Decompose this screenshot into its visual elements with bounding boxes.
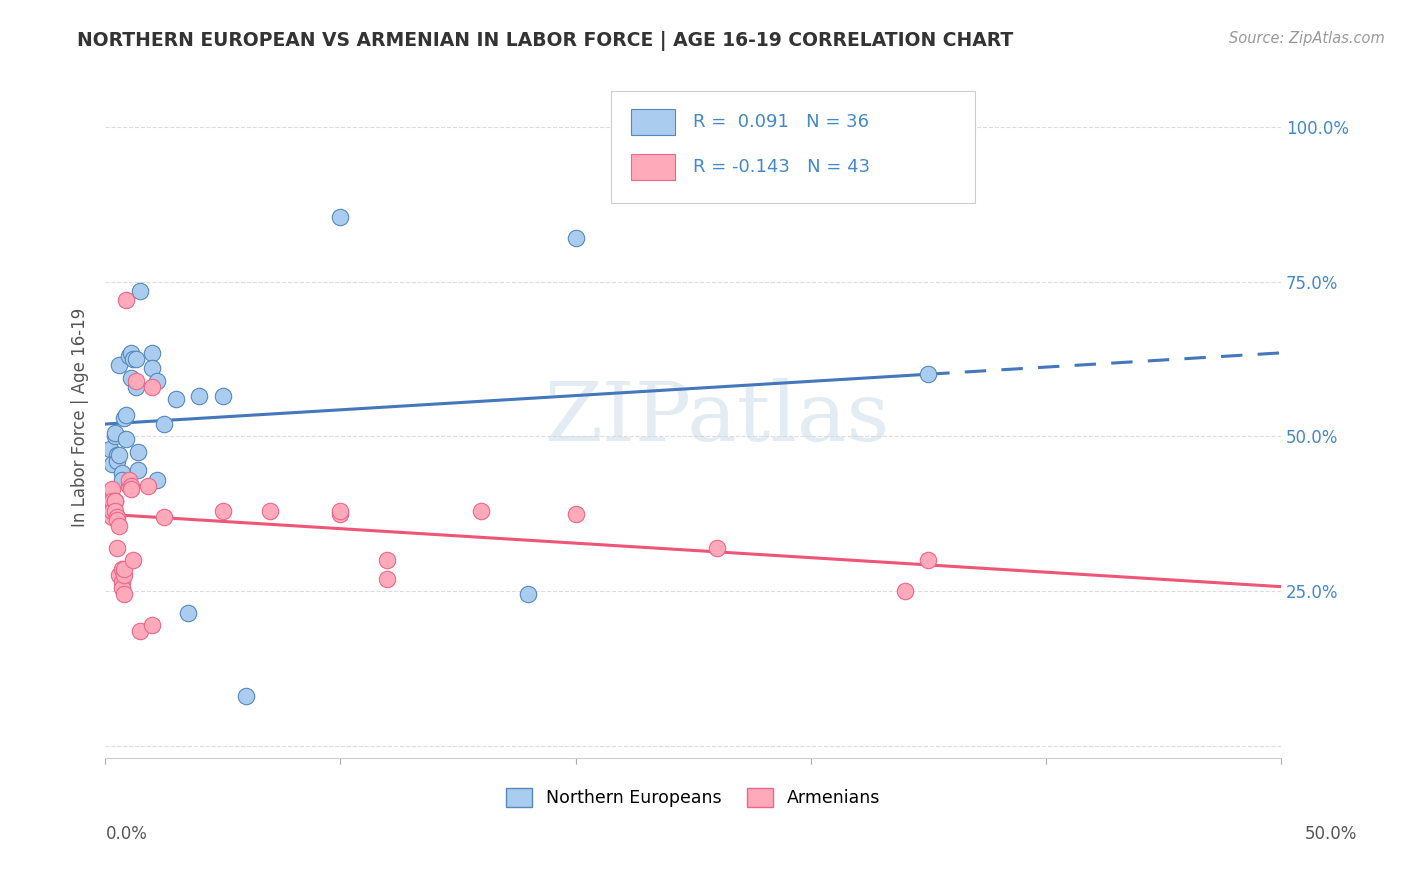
Point — [104, 494, 127, 508]
Point — [108, 568, 131, 582]
Point — [188, 389, 211, 403]
FancyBboxPatch shape — [610, 91, 976, 203]
Point — [329, 503, 352, 517]
Point — [165, 392, 187, 406]
Point — [112, 562, 135, 576]
Point — [127, 463, 149, 477]
Point — [136, 479, 159, 493]
Point — [108, 519, 131, 533]
Point — [176, 606, 198, 620]
Point — [211, 389, 233, 403]
Point — [120, 479, 142, 493]
Point — [517, 587, 540, 601]
Point — [115, 408, 138, 422]
Point — [564, 507, 586, 521]
Point — [104, 494, 127, 508]
Point — [153, 417, 176, 431]
Point — [98, 494, 121, 508]
Point — [706, 541, 728, 555]
Point — [120, 370, 142, 384]
Point — [564, 231, 586, 245]
Point — [101, 457, 124, 471]
Point — [146, 473, 169, 487]
Point — [115, 293, 138, 308]
Point — [377, 553, 399, 567]
FancyBboxPatch shape — [631, 153, 675, 179]
Point — [111, 562, 134, 576]
Point — [111, 574, 134, 589]
Point — [112, 568, 135, 582]
Point — [329, 210, 352, 224]
Point — [101, 503, 124, 517]
Point — [129, 284, 152, 298]
Point — [105, 541, 128, 555]
Point — [101, 509, 124, 524]
Point — [125, 374, 148, 388]
Point — [917, 553, 939, 567]
Point — [141, 345, 163, 359]
Point — [115, 433, 138, 447]
Point — [111, 473, 134, 487]
Point — [120, 345, 142, 359]
Text: ZIPatlas: ZIPatlas — [544, 377, 889, 458]
Point — [141, 618, 163, 632]
Point — [104, 503, 127, 517]
Point — [127, 444, 149, 458]
Point — [105, 513, 128, 527]
Point — [101, 482, 124, 496]
Point — [129, 624, 152, 639]
Text: R = -0.143   N = 43: R = -0.143 N = 43 — [693, 158, 870, 176]
Point — [146, 374, 169, 388]
Legend: Northern Europeans, Armenians: Northern Europeans, Armenians — [499, 780, 887, 814]
Text: R =  0.091   N = 36: R = 0.091 N = 36 — [693, 113, 869, 131]
Text: 50.0%: 50.0% — [1305, 825, 1357, 843]
Point — [153, 509, 176, 524]
FancyBboxPatch shape — [631, 110, 675, 136]
Point — [118, 479, 141, 493]
Point — [917, 368, 939, 382]
Point — [122, 351, 145, 366]
Text: Source: ZipAtlas.com: Source: ZipAtlas.com — [1229, 31, 1385, 46]
Point — [259, 503, 281, 517]
Point — [108, 448, 131, 462]
Point — [105, 448, 128, 462]
Point — [377, 572, 399, 586]
Point — [122, 553, 145, 567]
Point — [104, 426, 127, 441]
Point — [470, 503, 492, 517]
Point — [141, 380, 163, 394]
Point — [120, 482, 142, 496]
Point — [112, 410, 135, 425]
Point — [118, 349, 141, 363]
Point — [104, 429, 127, 443]
Point — [98, 442, 121, 456]
Point — [329, 507, 352, 521]
Point — [125, 380, 148, 394]
Point — [141, 361, 163, 376]
Y-axis label: In Labor Force | Age 16-19: In Labor Force | Age 16-19 — [72, 308, 89, 527]
Point — [211, 503, 233, 517]
Point — [105, 509, 128, 524]
Point — [893, 583, 915, 598]
Point — [108, 358, 131, 372]
Point — [235, 689, 257, 703]
Point — [98, 485, 121, 500]
Point — [125, 351, 148, 366]
Text: 0.0%: 0.0% — [105, 825, 148, 843]
Text: NORTHERN EUROPEAN VS ARMENIAN IN LABOR FORCE | AGE 16-19 CORRELATION CHART: NORTHERN EUROPEAN VS ARMENIAN IN LABOR F… — [77, 31, 1014, 51]
Point — [112, 587, 135, 601]
Point — [101, 494, 124, 508]
Point — [118, 473, 141, 487]
Point — [105, 454, 128, 468]
Point — [111, 467, 134, 481]
Point — [111, 581, 134, 595]
